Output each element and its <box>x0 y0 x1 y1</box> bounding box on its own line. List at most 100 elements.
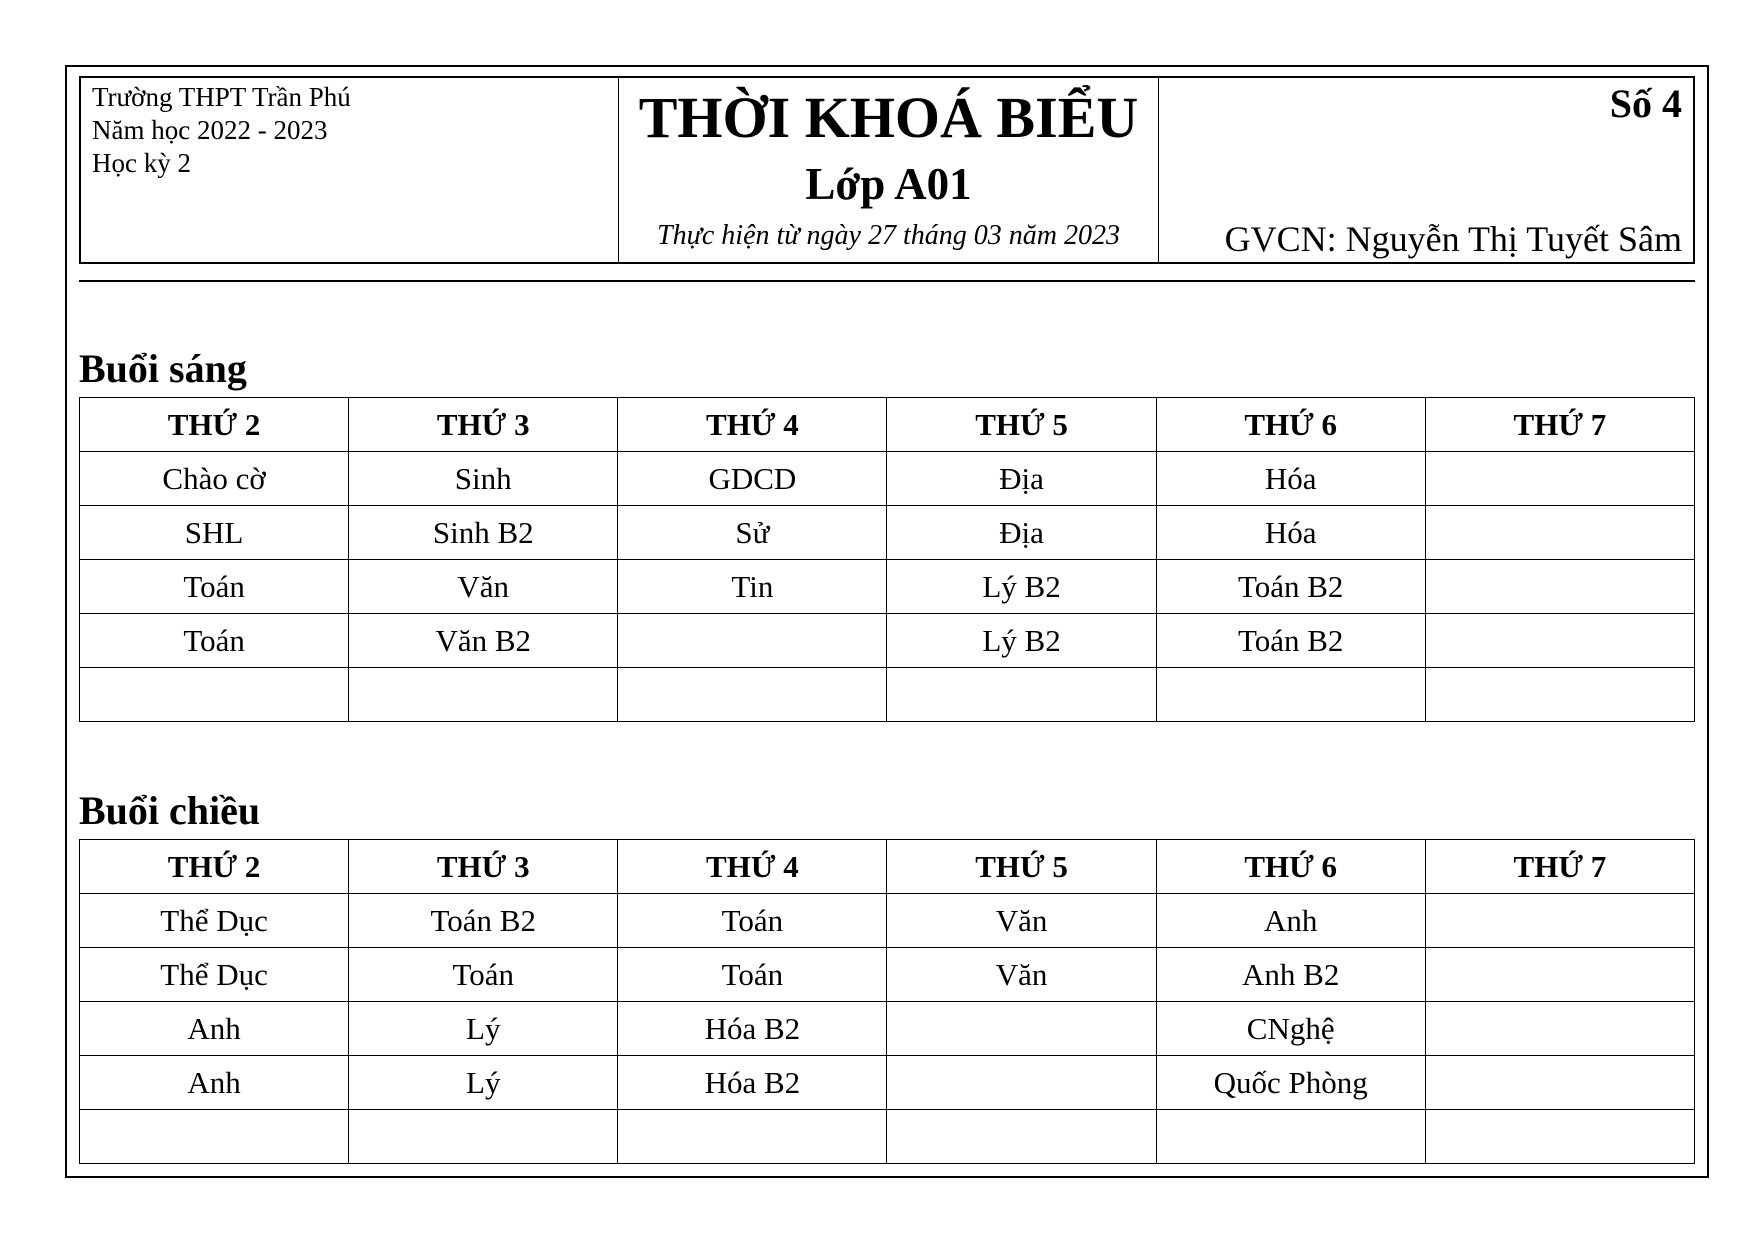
subject-cell: Quốc Phòng <box>1155 1055 1426 1110</box>
subject-cell: CNghệ <box>1155 1001 1426 1056</box>
day-header: THỨ 4 <box>617 839 888 894</box>
subject-cell <box>1424 1001 1696 1056</box>
subject-cell <box>1424 1109 1696 1164</box>
subject-cell: Địa <box>886 451 1157 506</box>
subject-cell: Thể Dục <box>78 893 350 948</box>
subject-cell: Văn <box>886 947 1157 1002</box>
header-row: THỨ 2 THỨ 3 THỨ 4 THỨ 5 THỨ 6 THỨ 7 <box>78 397 1696 452</box>
homeroom-teacher: GVCN: Nguyễn Thị Tuyết Sâm <box>1224 219 1682 259</box>
header-row: THỨ 2 THỨ 3 THỨ 4 THỨ 5 THỨ 6 THỨ 7 <box>78 839 1696 894</box>
day-header: THỨ 4 <box>617 397 888 452</box>
day-header: THỨ 6 <box>1155 397 1426 452</box>
day-header: THỨ 3 <box>348 839 619 894</box>
subject-cell: Lý <box>348 1055 619 1110</box>
doc-info: Số 4 GVCN: Nguyễn Thị Tuyết Sâm <box>1159 78 1693 262</box>
subject-cell <box>1424 947 1696 1002</box>
subject-cell: Toán <box>78 559 350 614</box>
subject-cell: Anh <box>78 1001 350 1056</box>
subject-cell: Toán <box>348 947 619 1002</box>
subject-cell: Văn <box>348 559 619 614</box>
subject-cell: Lý B2 <box>886 613 1157 668</box>
subject-cell <box>1424 667 1696 722</box>
document-number: Số 4 <box>1609 81 1682 126</box>
subject-cell: GDCD <box>617 451 888 506</box>
subject-cell: Hóa B2 <box>617 1055 888 1110</box>
day-header: THỨ 3 <box>348 397 619 452</box>
subject-cell: Sinh B2 <box>348 505 619 560</box>
subject-cell: Toán <box>617 893 888 948</box>
page-border <box>65 65 1709 1178</box>
morning-heading: Buổi sáng <box>79 346 247 391</box>
subject-cell <box>1155 667 1426 722</box>
subject-cell <box>1424 613 1696 668</box>
subject-cell <box>1424 893 1696 948</box>
subject-cell <box>886 1001 1157 1056</box>
school-info: Trường THPT Trần Phú Năm học 2022 - 2023… <box>81 78 619 262</box>
subject-cell: Sử <box>617 505 888 560</box>
day-header: THỨ 2 <box>78 839 350 894</box>
period-row: Thể Dục Toán Toán Văn Anh B2 <box>78 947 1696 1002</box>
subject-cell: Anh <box>78 1055 350 1110</box>
title-block: THỜI KHOÁ BIỂU Lớp A01 Thực hiện từ ngày… <box>619 78 1159 262</box>
class-name: Lớp A01 <box>805 159 972 209</box>
subject-cell: Thể Dục <box>78 947 350 1002</box>
subject-cell <box>1155 1109 1426 1164</box>
subject-cell: Toán <box>617 947 888 1002</box>
subject-cell: Toán B2 <box>348 893 619 948</box>
subject-cell: Toán B2 <box>1155 559 1426 614</box>
subject-cell: Lý B2 <box>886 559 1157 614</box>
period-row: Toán Văn B2 Lý B2 Toán B2 <box>78 613 1696 668</box>
subject-cell: Địa <box>886 505 1157 560</box>
subject-cell: Chào cờ <box>78 451 350 506</box>
school-name: Trường THPT Trần Phú <box>92 82 351 112</box>
term: Học kỳ 2 <box>92 148 191 178</box>
subject-cell <box>1424 505 1696 560</box>
period-row: Toán Văn Tin Lý B2 Toán B2 <box>78 559 1696 614</box>
school-year: Năm học 2022 - 2023 <box>92 115 328 145</box>
subject-cell: Sinh <box>348 451 619 506</box>
day-header: THỨ 7 <box>1424 397 1696 452</box>
subject-cell <box>1424 1055 1696 1110</box>
subject-cell: Toán B2 <box>1155 613 1426 668</box>
subject-cell: Văn <box>886 893 1157 948</box>
period-row: Thể Dục Toán B2 Toán Văn Anh <box>78 893 1696 948</box>
subject-cell: Anh <box>1155 893 1426 948</box>
subject-cell <box>886 1109 1157 1164</box>
subject-cell <box>1424 451 1696 506</box>
afternoon-timetable: THỨ 2 THỨ 3 THỨ 4 THỨ 5 THỨ 6 THỨ 7 Thể Dục Toá… <box>78 839 1696 1164</box>
effective-date: Thực hiện từ ngày 27 tháng 03 năm 2023 <box>657 220 1120 251</box>
period-row: Chào cờ Sinh GDCD Địa Hóa <box>78 451 1696 506</box>
subject-cell <box>348 1109 619 1164</box>
subject-cell: Hóa <box>1155 505 1426 560</box>
subject-cell: Tin <box>617 559 888 614</box>
subject-cell <box>617 667 888 722</box>
subject-cell <box>78 1109 350 1164</box>
subject-cell <box>617 1109 888 1164</box>
subject-cell <box>617 613 888 668</box>
morning-timetable: THỨ 2 THỨ 3 THỨ 4 THỨ 5 THỨ 6 THỨ 7 Chào cờ Sin… <box>78 397 1696 722</box>
afternoon-heading: Buổi chiều <box>79 788 261 833</box>
subject-cell: Toán <box>78 613 350 668</box>
subject-cell <box>886 667 1157 722</box>
period-row: SHL Sinh B2 Sử Địa Hóa <box>78 505 1696 560</box>
period-row: Anh Lý Hóa B2 Quốc Phòng <box>78 1055 1696 1110</box>
subject-cell <box>1424 559 1696 614</box>
day-header: THỨ 6 <box>1155 839 1426 894</box>
subject-cell: Hóa <box>1155 451 1426 506</box>
period-row <box>78 1109 1696 1164</box>
day-header: THỨ 5 <box>886 839 1157 894</box>
header-box: Trường THPT Trần Phú Năm học 2022 - 2023… <box>79 76 1695 264</box>
day-header: THỨ 5 <box>886 397 1157 452</box>
page-title: THỜI KHOÁ BIỂU <box>638 85 1139 150</box>
divider <box>79 280 1695 282</box>
subject-cell: Anh B2 <box>1155 947 1426 1002</box>
period-row: Anh Lý Hóa B2 CNghệ <box>78 1001 1696 1056</box>
day-header: THỨ 2 <box>78 397 350 452</box>
day-header: THỨ 7 <box>1424 839 1696 894</box>
subject-cell: Lý <box>348 1001 619 1056</box>
subject-cell <box>78 667 350 722</box>
subject-cell: Văn B2 <box>348 613 619 668</box>
period-row <box>78 667 1696 722</box>
subject-cell <box>886 1055 1157 1110</box>
subject-cell: Hóa B2 <box>617 1001 888 1056</box>
